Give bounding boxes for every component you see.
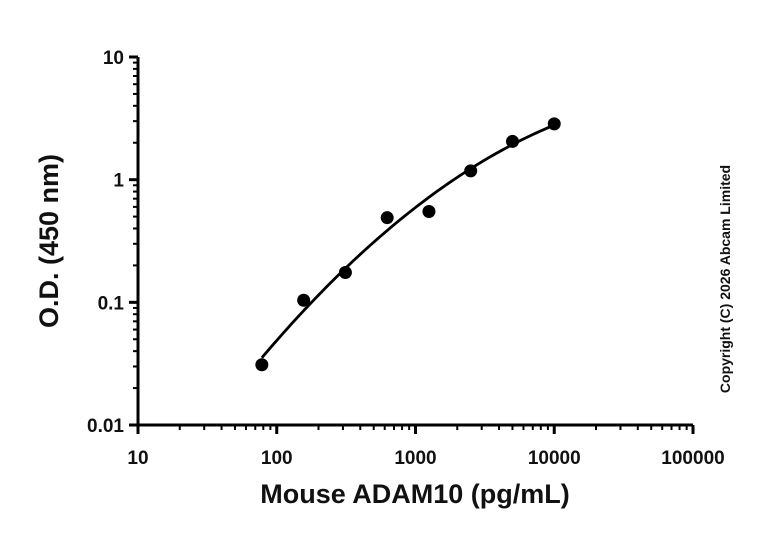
y-axis-title: O.D. (450 nm) [34, 154, 64, 328]
data-point [464, 164, 478, 178]
y-tick-label: 0.01 [87, 416, 124, 437]
data-points [255, 117, 561, 372]
x-tick-label: 1000 [394, 448, 436, 469]
y-tick-label: 0.1 [98, 293, 125, 314]
data-point [380, 211, 394, 225]
data-point [255, 358, 269, 372]
x-tick-label: 10000 [528, 448, 581, 469]
data-point [547, 117, 561, 131]
data-point [338, 266, 352, 280]
data-point [297, 293, 311, 307]
x-tick-label: 100000 [661, 448, 724, 469]
x-tick-label: 10 [127, 448, 148, 469]
ticks [129, 55, 695, 434]
copyright-text: Copyright (C) 2026 Abcam Limited [717, 165, 733, 393]
x-tick-label: 100 [261, 448, 293, 469]
data-point [422, 205, 436, 219]
x-axis-title: Mouse ADAM10 (pg/mL) [260, 479, 570, 509]
data-point [505, 134, 519, 148]
y-tick-label: 10 [103, 48, 124, 69]
tick-labels: 10 100 1000 10000 100000 0.01 0.1 1 10 [87, 48, 725, 469]
axes [136, 57, 693, 427]
fit-curve [260, 123, 555, 359]
y-tick-label: 1 [113, 171, 124, 192]
